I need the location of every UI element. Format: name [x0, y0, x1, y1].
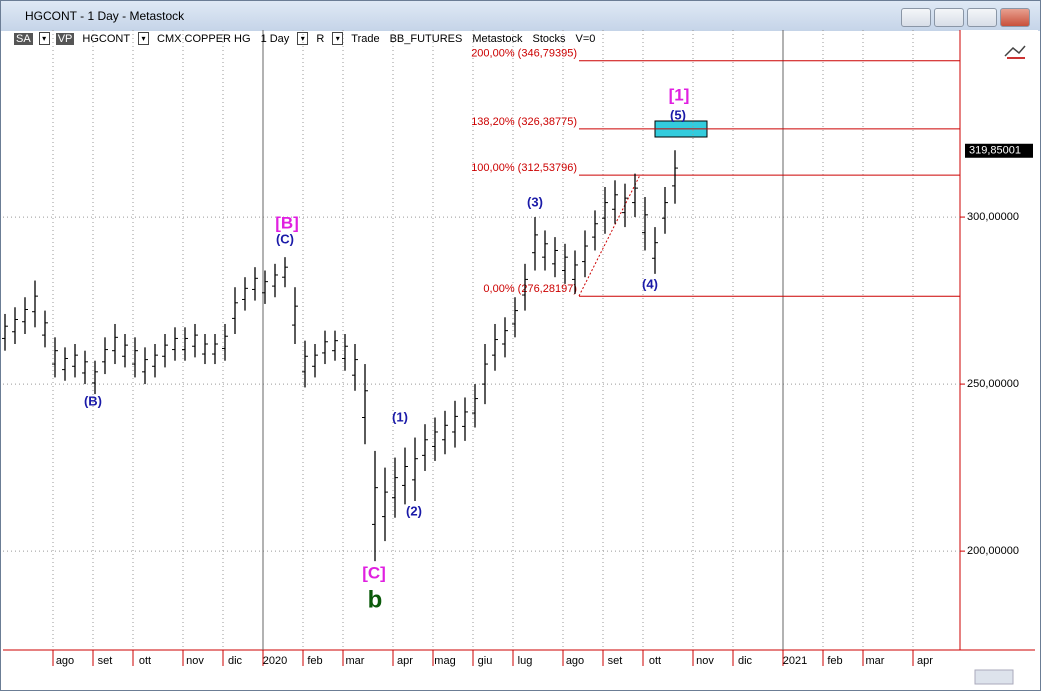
- x-tick-label: ago: [56, 655, 74, 667]
- trend-line: [578, 174, 641, 297]
- minimize-button[interactable]: [934, 8, 964, 27]
- toolbar-item[interactable]: VP: [55, 32, 75, 45]
- wave-label: [B]: [275, 213, 299, 232]
- x-tick-label: set: [98, 655, 113, 667]
- dropdown-arrow[interactable]: ▾: [297, 32, 309, 45]
- wave-label: (5): [670, 107, 686, 122]
- x-tick-label: nov: [186, 655, 204, 667]
- window-title: HGCONT - 1 Day - Metastock: [25, 9, 185, 23]
- wave-label: (4): [642, 276, 658, 291]
- x-tick-label: set: [608, 655, 623, 667]
- x-tick-label: mag: [434, 655, 455, 667]
- x-tick-label: ott: [649, 655, 661, 667]
- toolbar-item[interactable]: BB_FUTURES: [389, 32, 463, 45]
- wave-label: (1): [392, 409, 408, 424]
- x-tick-label: 2020: [263, 655, 287, 667]
- x-tick-label: 2021: [783, 655, 807, 667]
- x-tick-label: ott: [139, 655, 151, 667]
- x-tick-label: giu: [478, 655, 493, 667]
- x-tick-label: feb: [307, 655, 322, 667]
- x-tick-label: dic: [738, 655, 753, 667]
- title-bar: HGCONT - 1 Day - Metastock: [1, 1, 1040, 31]
- y-axis-panel: [960, 30, 1038, 650]
- x-tick-label: nov: [696, 655, 714, 667]
- fib-label: 138,20% (326,38775): [471, 116, 577, 128]
- y-tick-label: 250,00000: [967, 378, 1019, 390]
- toolbar-item[interactable]: Stocks: [532, 32, 566, 45]
- wave-label: b: [368, 586, 383, 613]
- wave-label: [1]: [669, 85, 690, 104]
- x-tick-label: ago: [566, 655, 584, 667]
- x-tick-label: apr: [397, 655, 413, 667]
- x-tick-label: apr: [917, 655, 933, 667]
- fib-label: 200,00% (346,79395): [471, 48, 577, 60]
- wave-label: (C): [276, 231, 294, 246]
- x-tick-label: mar: [866, 655, 885, 667]
- dropdown-arrow[interactable]: ▾: [138, 32, 150, 45]
- toolbar-item[interactable]: V=0: [575, 32, 596, 45]
- toolbar-item[interactable]: 1 Day: [260, 32, 290, 45]
- y-tick-label: 300,00000: [967, 211, 1019, 223]
- dropdown-arrow[interactable]: ▾: [332, 32, 344, 45]
- toolbar-item[interactable]: R: [316, 32, 325, 45]
- wave-label: (B): [84, 393, 102, 408]
- x-tick-label: mar: [346, 655, 365, 667]
- last-price-box: [965, 143, 1033, 158]
- restore-layout-button[interactable]: [901, 8, 931, 27]
- wave-label: (3): [527, 194, 543, 209]
- y-tick-label: 200,00000: [967, 545, 1019, 557]
- wave-label: [C]: [362, 563, 386, 582]
- dropdown-arrow[interactable]: ▾: [38, 32, 50, 45]
- toolbar: SA ▾ VP HGCONT ▾ CMX COPPER HG 1 Day ▾ R ▾ Trade BB…: [14, 32, 597, 45]
- chart-icon: [1004, 45, 1026, 59]
- last-price-label: 319,85001: [969, 145, 1021, 157]
- toolbar-item[interactable]: CMX COPPER HG: [157, 32, 251, 45]
- scrollbar[interactable]: [974, 669, 1014, 685]
- toolbar-item[interactable]: Metastock: [472, 32, 523, 45]
- x-tick-label: dic: [228, 655, 243, 667]
- close-button[interactable]: [1000, 8, 1030, 27]
- toolbar-item[interactable]: SA: [14, 32, 33, 45]
- fib-label: 0,00% (276,28197): [483, 283, 577, 295]
- x-tick-label: lug: [518, 655, 533, 667]
- toolbar-item[interactable]: HGCONT: [82, 32, 131, 45]
- wave-label: (2): [406, 503, 422, 518]
- x-tick-label: feb: [827, 655, 842, 667]
- fib-label: 100,00% (312,53796): [471, 162, 577, 174]
- maximize-button[interactable]: [967, 8, 997, 27]
- toolbar-item[interactable]: Trade: [351, 32, 380, 45]
